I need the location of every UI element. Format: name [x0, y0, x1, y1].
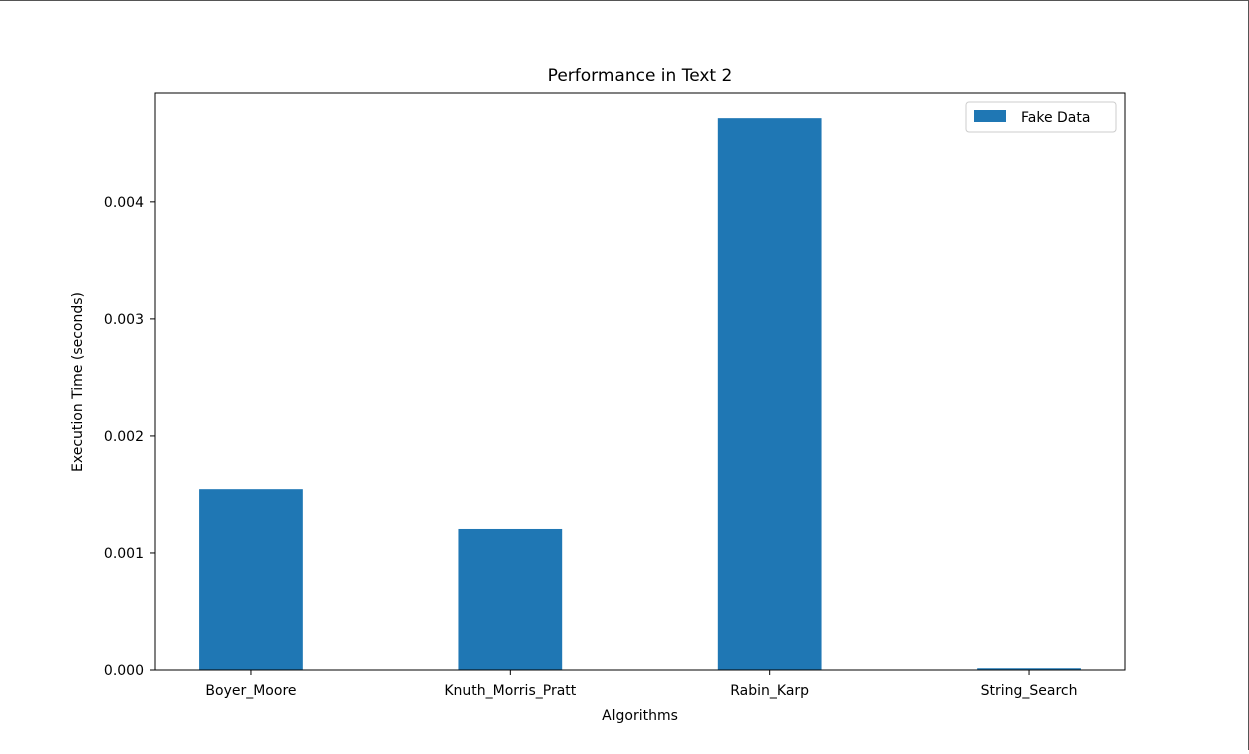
legend-box	[965, 101, 1117, 133]
y-tick-label-2: 0.002	[104, 429, 144, 445]
bar-knuth-morris-pratt	[458, 528, 563, 670]
y-tick-label-3: 0.003	[104, 312, 144, 328]
chart-title: Performance in Text 2	[548, 66, 733, 86]
x-tick-label-knuth-morris-pratt: Knuth_Morris_Pratt	[444, 683, 576, 699]
legend-swatch-fake-data	[974, 110, 1006, 122]
y-axis: 0.000 0.001 0.002 0.003 0.004	[104, 195, 155, 679]
x-tick-label-rabin-karp: Rabin_Karp	[730, 683, 809, 699]
x-axis: Boyer_Moore Knuth_Morris_Pratt Rabin_Karp S…	[205, 670, 1077, 699]
y-tick-label-0: 0.000	[104, 663, 144, 679]
x-axis-label: Algorithms	[602, 708, 678, 724]
y-tick-label-4: 0.004	[104, 195, 144, 211]
x-tick-label-string-search: String_Search	[981, 683, 1078, 699]
x-tick-label-boyer-moore: Boyer_Moore	[205, 683, 296, 699]
legend: Fake Data	[965, 101, 1117, 133]
plot-area-frame	[154, 92, 1126, 671]
y-axis-label: Execution Time (seconds)	[70, 292, 86, 472]
bar-string-search	[977, 668, 1081, 670]
bar-rabin-karp	[717, 118, 822, 670]
legend-label-fake-data: Fake Data	[1021, 110, 1090, 126]
bar-boyer-moore	[199, 489, 303, 670]
bars-layer	[199, 118, 1081, 670]
y-tick-label-1: 0.001	[104, 546, 144, 562]
